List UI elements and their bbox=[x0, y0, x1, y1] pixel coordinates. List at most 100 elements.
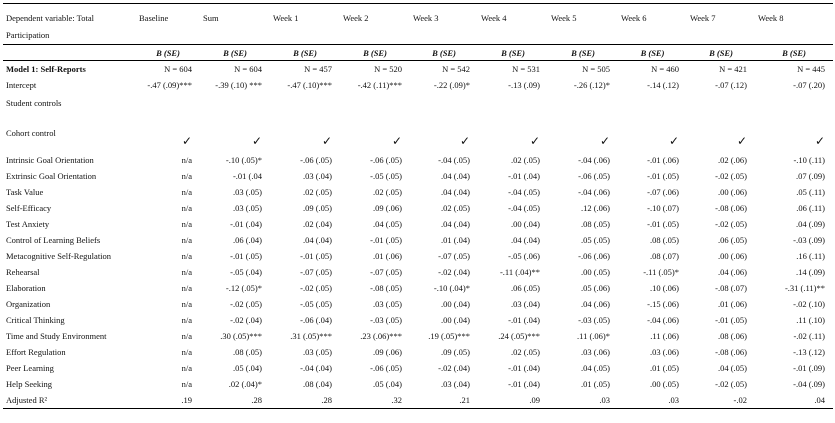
value-cell: -.11 (.04)** bbox=[499, 267, 540, 277]
value-cell: n/a bbox=[181, 251, 192, 261]
value-cell: -.01 (.05) bbox=[715, 315, 747, 325]
value-cell: N = 445 bbox=[797, 64, 825, 74]
value-cell: -.06 (.05) bbox=[370, 363, 402, 373]
column-header: Week 1 bbox=[270, 3, 340, 45]
value-cell: -.07 (.20) bbox=[793, 80, 825, 90]
value-cell: .08 (.04) bbox=[302, 379, 332, 389]
table-row: Peer Learning n/a .05 (.04) -.04 (.04) -.06 … bbox=[3, 360, 833, 376]
table-row: Rehearsal n/a -.05 (.04) -.07 (.05) -.07 (.0… bbox=[3, 264, 833, 280]
value-cell: .12 (.06) bbox=[580, 203, 610, 213]
row-label: Adjusted R² bbox=[3, 392, 136, 409]
value-cell: .11 (.10) bbox=[796, 315, 825, 325]
value-cell: .28 bbox=[200, 392, 270, 409]
value-cell: -.02 (.11) bbox=[793, 331, 825, 341]
empty-cell bbox=[618, 93, 687, 113]
column-header: Week 7 bbox=[687, 3, 755, 45]
value-cell: .02 (.04)* bbox=[228, 379, 262, 389]
value-cell: -.04 (.09) bbox=[793, 379, 825, 389]
empty-cell bbox=[340, 93, 410, 113]
value-cell: -.01 (.05) bbox=[647, 171, 679, 181]
value-cell: .03 (.05) bbox=[302, 347, 332, 357]
value-cell: .04 (.09) bbox=[795, 219, 825, 229]
value-cell: ✓ bbox=[459, 134, 470, 148]
value-cell: .09 bbox=[478, 392, 548, 409]
row-label: Rehearsal bbox=[6, 267, 40, 277]
value-cell: .03 (.04) bbox=[510, 299, 540, 309]
value-cell: .01 (.06) bbox=[372, 251, 402, 261]
subheader-cell: B (SE) bbox=[618, 44, 687, 61]
value-cell: -.01 (.05) bbox=[370, 235, 402, 245]
value-cell: N = 604 bbox=[164, 64, 192, 74]
subheader-cell: B (SE) bbox=[200, 44, 270, 61]
value-cell: ✓ bbox=[736, 134, 747, 148]
value-cell: .08 (.05) bbox=[649, 235, 679, 245]
value-cell: -.08 (.07) bbox=[715, 283, 747, 293]
value-cell: N = 505 bbox=[582, 64, 610, 74]
value-cell: -.07 (.05) bbox=[300, 267, 332, 277]
value-cell: .06 (.05) bbox=[717, 235, 747, 245]
value-cell: -.13 (.09) bbox=[508, 80, 540, 90]
value-cell: .19 bbox=[136, 392, 200, 409]
value-cell: -.04 (.04) bbox=[300, 363, 332, 373]
value-cell: -.03 (.09) bbox=[793, 235, 825, 245]
value-cell: .01 (.05) bbox=[649, 363, 679, 373]
value-cell: .03 (.06) bbox=[580, 347, 610, 357]
value-cell: .01 (.05) bbox=[580, 379, 610, 389]
empty-cell bbox=[548, 93, 618, 113]
value-cell: .16 (.11) bbox=[796, 251, 825, 261]
column-header: Week 4 bbox=[478, 3, 548, 45]
value-cell: .02 (.05) bbox=[440, 203, 470, 213]
table-row: Self-Efficacy n/a .03 (.05) .09 (.05) .09 (.… bbox=[3, 200, 833, 216]
value-cell: .04 (.04) bbox=[440, 171, 470, 181]
value-cell: -.06 (.05) bbox=[370, 155, 402, 165]
value-cell: .00 (.05) bbox=[580, 267, 610, 277]
column-header: Sum bbox=[200, 3, 270, 45]
value-cell: -.15 (.06) bbox=[647, 299, 679, 309]
empty-cell bbox=[3, 44, 136, 61]
table-row: Time and Study Environment n/a .30 (.05)**… bbox=[3, 328, 833, 344]
row-label: Time and Study Environment bbox=[6, 331, 107, 341]
value-cell: .04 (.04) bbox=[440, 187, 470, 197]
page: Dependent variable: Total Participation B… bbox=[0, 3, 835, 423]
value-cell: .00 (.06) bbox=[717, 251, 747, 261]
regression-table: Dependent variable: Total Participation B… bbox=[3, 3, 833, 409]
value-cell: -.10 (.04)* bbox=[433, 283, 470, 293]
row-label: Metacognitive Self-Regulation bbox=[6, 251, 112, 261]
value-cell: N = 460 bbox=[651, 64, 679, 74]
value-cell: -.10 (.05)* bbox=[225, 155, 262, 165]
value-cell: -.05 (.05) bbox=[300, 299, 332, 309]
subheader-row: B (SE) B (SE) B (SE) B (SE) B (SE) B (SE) B (S… bbox=[3, 44, 833, 61]
value-cell: -.03 (.05) bbox=[578, 315, 610, 325]
table-row: Model 1: Self-Reports N = 604 N = 604 N = 4… bbox=[3, 61, 833, 78]
value-cell: -.07 (.05) bbox=[438, 251, 470, 261]
value-cell: n/a bbox=[181, 331, 192, 341]
value-cell: N = 542 bbox=[442, 64, 470, 74]
value-cell: .03 bbox=[548, 392, 618, 409]
value-cell: -.02 (.04) bbox=[438, 267, 470, 277]
value-cell: -.02 (.05) bbox=[715, 171, 747, 181]
table-row: Elaboration n/a -.12 (.05)* -.02 (.05) -.08 … bbox=[3, 280, 833, 296]
value-cell: -.13 (.12) bbox=[793, 347, 825, 357]
value-cell: .23 (.06)*** bbox=[360, 331, 402, 341]
value-cell: .04 (.04) bbox=[440, 219, 470, 229]
value-cell: .04 (.06) bbox=[717, 267, 747, 277]
table-row: Control of Learning Beliefs n/a .06 (.04).… bbox=[3, 232, 833, 248]
table-row: Task Value n/a .03 (.05) .02 (.05) .02 (.05)… bbox=[3, 184, 833, 200]
value-cell: .05 (.04) bbox=[232, 363, 262, 373]
value-cell: .03 (.05) bbox=[232, 187, 262, 197]
value-cell: .06 (.04) bbox=[232, 235, 262, 245]
value-cell: ✓ bbox=[599, 134, 610, 148]
value-cell: -.01 (.06) bbox=[647, 155, 679, 165]
value-cell: n/a bbox=[181, 155, 192, 165]
column-header: Week 3 bbox=[410, 3, 478, 45]
value-cell: .09 (.06) bbox=[372, 347, 402, 357]
value-cell: -.02 (.05) bbox=[715, 379, 747, 389]
value-cell: .02 (.05) bbox=[510, 347, 540, 357]
value-cell: n/a bbox=[181, 379, 192, 389]
value-cell: -.10 (.07) bbox=[647, 203, 679, 213]
value-cell: .04 (.05) bbox=[717, 363, 747, 373]
value-cell: .08 (.05) bbox=[580, 219, 610, 229]
value-cell: -.12 (.05)* bbox=[225, 283, 262, 293]
table-row: Effort Regulation n/a .08 (.05) .03 (.05) .0… bbox=[3, 344, 833, 360]
value-cell: n/a bbox=[181, 219, 192, 229]
